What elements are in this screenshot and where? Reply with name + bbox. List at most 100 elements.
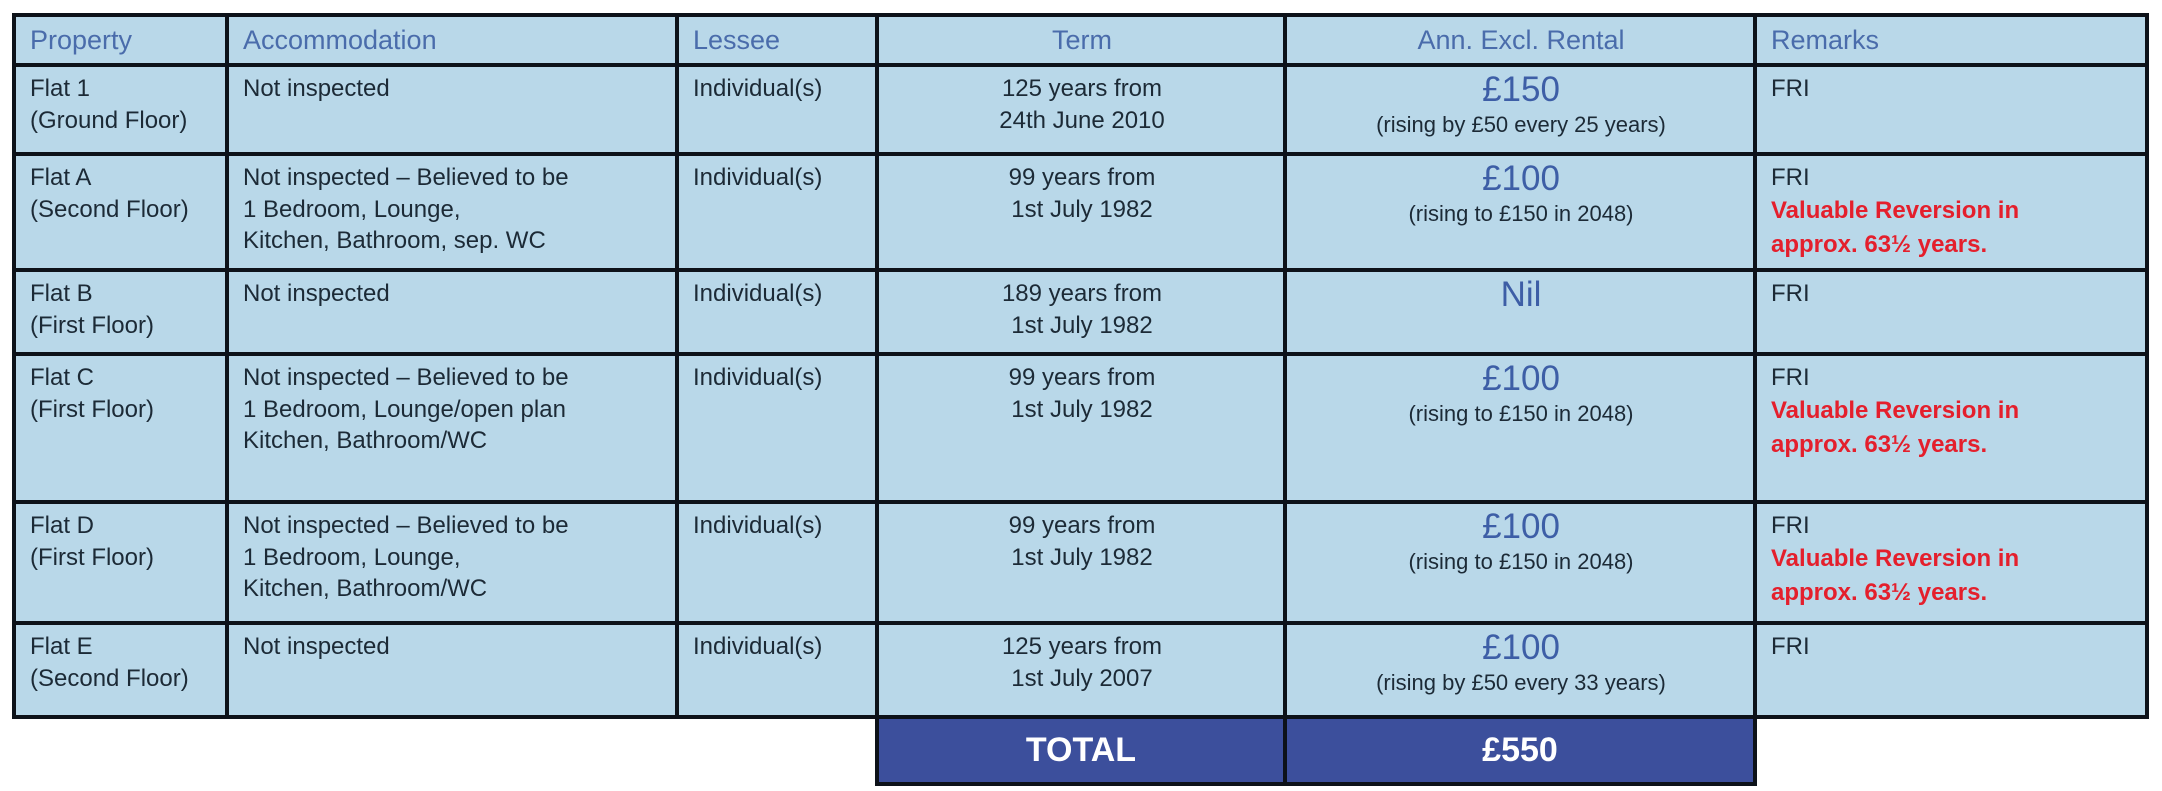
rental-note: (rising by £50 every 33 years) [1376, 669, 1666, 695]
remarks-cell: FRI [1753, 267, 2149, 356]
lessee-text: Individual(s) [693, 632, 823, 660]
rental-note: (rising by £50 every 25 years) [1376, 112, 1666, 137]
rental-note: (rising to £150 in 2048) [1408, 201, 1634, 226]
lessee-text: Individual(s) [693, 75, 823, 102]
remarks-text: FRI [1771, 75, 1810, 102]
term-cell: 125 years from 24th June 2010 [875, 63, 1287, 156]
table-row: Flat B (First Floor) Not inspected Indiv… [12, 267, 2149, 356]
table-row: Flat C (First Floor) Not inspected – Bel… [12, 351, 2149, 504]
rental-cell: £150 (rising by £50 every 25 years) [1283, 63, 1757, 156]
tenancy-schedule: Property Accommodation Lessee Term Ann. … [12, 13, 2149, 786]
rental-cell: £100 (rising to £150 in 2048) [1283, 152, 1757, 272]
table-row: Flat E (Second Floor) Not inspected Indi… [12, 620, 2149, 719]
accommodation-text: Not inspected [243, 632, 390, 660]
term-cell: 99 years from 1st July 1982 [875, 351, 1287, 504]
rental-cell: £100 (rising to £150 in 2048) [1283, 499, 1757, 625]
lessee-cell: Individual(s) [675, 351, 879, 504]
rental-note: (rising to £150 in 2048) [1408, 400, 1634, 426]
term-text: 99 years from 1st July 1982 [1008, 363, 1156, 423]
property-cell: Flat B (First Floor) [12, 267, 229, 356]
lessee-text: Individual(s) [693, 363, 823, 391]
tenancy-schedule-table: Property Accommodation Lessee Term Ann. … [12, 13, 2149, 786]
remarks-text: FRI [1771, 511, 1810, 539]
accommodation-cell: Not inspected [225, 620, 679, 719]
property-text: Flat B (First Floor) [30, 279, 154, 339]
term-text: 125 years from 24th June 2010 [999, 75, 1165, 134]
accommodation-cell: Not inspected – Believed to be 1 Bedroom… [225, 499, 679, 625]
header-accommodation: Accommodation [225, 13, 679, 67]
remarks-text: FRI [1771, 279, 1810, 307]
header-row: Property Accommodation Lessee Term Ann. … [12, 13, 2149, 67]
remarks-text: FRI [1771, 164, 1810, 191]
remarks-text: FRI [1771, 632, 1810, 660]
property-text: Flat A (Second Floor) [30, 164, 189, 223]
rental-note: (rising to £150 in 2048) [1408, 548, 1634, 574]
reversion-warning: Valuable Reversion in approx. 63½ years. [1771, 196, 2020, 258]
rental-value: £100 [1482, 358, 1560, 398]
property-cell: Flat 1 (Ground Floor) [12, 63, 229, 156]
header-remarks: Remarks [1753, 13, 2149, 67]
header-property: Property [12, 13, 229, 67]
property-text: Flat C (First Floor) [30, 363, 154, 423]
property-cell: Flat C (First Floor) [12, 351, 229, 504]
lessee-cell: Individual(s) [675, 499, 879, 625]
remarks-cell: FRI [1753, 63, 2149, 156]
term-text: 99 years from 1st July 1982 [1008, 164, 1156, 223]
lessee-text: Individual(s) [693, 511, 823, 539]
header-lessee: Lessee [675, 13, 879, 67]
accommodation-text: Not inspected – Believed to be 1 Bedroom… [243, 164, 569, 255]
accommodation-cell: Not inspected – Believed to be 1 Bedroom… [225, 351, 679, 504]
remarks-cell: FRI Valuable Reversion in approx. 63½ ye… [1753, 152, 2149, 272]
property-text: Flat E (Second Floor) [30, 632, 189, 692]
accommodation-cell: Not inspected – Believed to be 1 Bedroom… [225, 152, 679, 272]
accommodation-text: Not inspected – Believed to be 1 Bedroom… [243, 363, 569, 455]
property-cell: Flat D (First Floor) [12, 499, 229, 625]
rental-cell: £100 (rising by £50 every 33 years) [1283, 620, 1757, 719]
accommodation-cell: Not inspected [225, 63, 679, 156]
lessee-cell: Individual(s) [675, 620, 879, 719]
remarks-cell: FRI Valuable Reversion in approx. 63½ ye… [1753, 499, 2149, 625]
term-text: 125 years from 1st July 2007 [1001, 632, 1163, 692]
total-row-spacer-left [14, 717, 877, 784]
term-cell: 99 years from 1st July 1982 [875, 499, 1287, 625]
rental-value: Nil [1500, 274, 1542, 314]
table-row: Flat A (Second Floor) Not inspected – Be… [12, 152, 2149, 272]
rental-value: £100 [1482, 506, 1560, 546]
property-cell: Flat A (Second Floor) [12, 152, 229, 272]
total-label-cell: TOTAL [875, 714, 1287, 786]
remarks-cell: FRI Valuable Reversion in approx. 63½ ye… [1753, 351, 2149, 504]
rental-cell: Nil [1283, 267, 1757, 356]
total-value-cell: £550 [1283, 714, 1757, 786]
total-label: TOTAL [1025, 730, 1137, 769]
rental-value: £100 [1482, 627, 1560, 667]
header-rental: Ann. Excl. Rental [1283, 13, 1757, 67]
table-row: Flat D (First Floor) Not inspected – Bel… [12, 499, 2149, 625]
rental-value: £150 [1482, 70, 1560, 109]
remarks-text: FRI [1771, 363, 1810, 391]
term-text: 99 years from 1st July 1982 [1008, 511, 1156, 571]
lessee-cell: Individual(s) [675, 267, 879, 356]
table-row: Flat 1 (Ground Floor) Not inspected Indi… [12, 63, 2149, 156]
term-cell: 189 years from 1st July 1982 [875, 267, 1287, 356]
reversion-warning: Valuable Reversion in approx. 63½ years. [1771, 544, 2020, 606]
rental-value: £100 [1482, 159, 1560, 198]
accommodation-text: Not inspected [243, 75, 390, 102]
total-value: £550 [1482, 730, 1558, 769]
accommodation-cell: Not inspected [225, 267, 679, 356]
lessee-text: Individual(s) [693, 164, 823, 191]
term-cell: 99 years from 1st July 1982 [875, 152, 1287, 272]
term-cell: 125 years from 1st July 2007 [875, 620, 1287, 719]
property-text: Flat D (First Floor) [30, 511, 154, 571]
property-text: Flat 1 (Ground Floor) [30, 75, 188, 134]
accommodation-text: Not inspected [243, 279, 390, 307]
header-term: Term [875, 13, 1287, 67]
lessee-cell: Individual(s) [675, 63, 879, 156]
accommodation-text: Not inspected – Believed to be 1 Bedroom… [243, 511, 569, 603]
lessee-text: Individual(s) [693, 279, 823, 307]
total-row-spacer-right [1755, 717, 2147, 784]
reversion-warning: Valuable Reversion in approx. 63½ years. [1771, 396, 2020, 458]
remarks-cell: FRI [1753, 620, 2149, 719]
total-row: TOTAL £550 [14, 714, 2147, 786]
term-text: 189 years from 1st July 1982 [1001, 279, 1163, 339]
rental-cell: £100 (rising to £150 in 2048) [1283, 351, 1757, 504]
